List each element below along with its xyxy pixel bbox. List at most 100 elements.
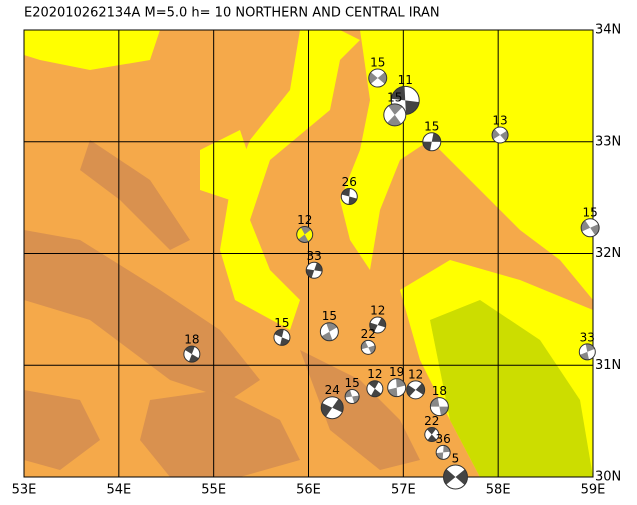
depth-label: 22 [361,327,376,341]
beachball-outline [369,316,387,334]
focal-mechanism [344,389,360,405]
focal-mechanism [387,378,407,398]
focal-mechanism [319,322,339,342]
beachball-outline [580,218,600,238]
depth-label: 15 [322,309,337,323]
compression-quadrant [298,226,312,243]
compression-quadrant [361,341,376,354]
depth-label: 12 [367,367,382,381]
depth-label: 15 [387,90,402,104]
focal-mechanism [580,218,600,238]
focal-mechanism [369,316,387,334]
compression-quadrant [369,317,386,333]
beachball-outline [429,397,449,417]
focal-mechanism [406,380,426,400]
focal-mechanism [360,339,376,355]
compression-quadrant [274,329,290,346]
depth-label: 15 [274,316,289,330]
beachball-outline [435,444,451,460]
focal-mechanism [429,397,449,417]
focal-mechanism [442,464,468,490]
compression-quadrant [579,343,595,360]
compression-quadrant [306,262,323,278]
compression-quadrant [321,322,338,341]
focal-mechanism [491,126,509,144]
depth-label: 13 [492,114,507,128]
compression-quadrant [341,188,358,205]
beachball-outline [344,389,360,405]
compression-quadrant [387,103,403,126]
compression-quadrant [184,346,199,363]
depth-label: 5 [452,452,460,466]
beachball-bg [424,427,439,442]
compression-quadrant [422,132,441,151]
focal-mechanism [366,380,384,398]
beachball-outline [273,328,291,346]
x-tick-label: 55E [201,483,226,498]
compression-quadrant [406,383,425,397]
focal-mechanism [296,226,314,244]
beachball-outline [319,322,339,342]
focal-mechanism [340,188,358,206]
x-tick-label: 54E [106,483,131,498]
beachball-outline [183,345,201,363]
beachball-outline [406,380,426,400]
depth-label: 15 [370,56,385,70]
compression-quadrant [391,86,420,115]
beachball-outline [491,126,509,144]
compression-quadrant [387,378,406,397]
focal-mechanism [383,103,407,127]
beachball-outline [578,343,596,361]
y-tick-label: 32N [595,246,621,261]
beachball-outline [296,226,314,244]
y-tick-label: 30N [595,470,621,485]
compression-quadrant [321,398,344,417]
y-tick-label: 33N [595,134,621,149]
depth-label: 15 [424,119,439,133]
y-tick-label: 34N [595,23,621,38]
compression-quadrant [443,469,468,485]
depth-label: 36 [436,432,451,446]
depth-label: 15 [344,376,359,390]
focal-mechanism [368,68,388,88]
y-tick-label: 31N [595,358,621,373]
beachball-outline [320,396,344,420]
depth-label: 24 [325,383,340,397]
depth-label: 18 [432,384,447,398]
x-tick-label: 56E [296,483,321,498]
beachball-outline [383,103,407,127]
depth-label: 12 [297,213,312,227]
compression-quadrant [581,220,600,236]
depth-label: 18 [184,333,199,347]
beachball-outline [424,427,440,443]
depth-label: 26 [342,175,357,189]
focal-mechanism [422,132,442,152]
depth-label: 12 [370,304,385,318]
x-tick-label: 53E [12,483,37,498]
beachball-outline [366,380,384,398]
focal-mechanism [578,343,596,361]
compression-quadrant [345,389,360,404]
x-tick-label: 58E [486,483,511,498]
depth-label: 19 [389,365,404,379]
focal-mechanism [424,427,440,443]
beachball-outline [305,261,323,279]
depth-label: 33 [307,249,322,263]
depth-label: 22 [424,414,439,428]
depth-label: 15 [583,205,598,219]
map-title: E202010262134A M=5.0 h= 10 NORTHERN AND … [24,6,440,21]
compression-quadrant [368,72,387,84]
beachball-outline [422,132,442,152]
focal-mechanism [183,345,201,363]
depth-label: 11 [398,73,413,87]
compression-quadrant [368,380,382,397]
depth-label: 33 [580,330,595,344]
beachball-outline [387,378,407,398]
beachball-outline [360,339,376,355]
focal-mechanism [320,396,344,420]
compression-quadrant [492,129,509,142]
compression-quadrant [430,397,449,416]
x-tick-label: 59E [581,483,606,498]
compression-quadrant [426,427,437,442]
